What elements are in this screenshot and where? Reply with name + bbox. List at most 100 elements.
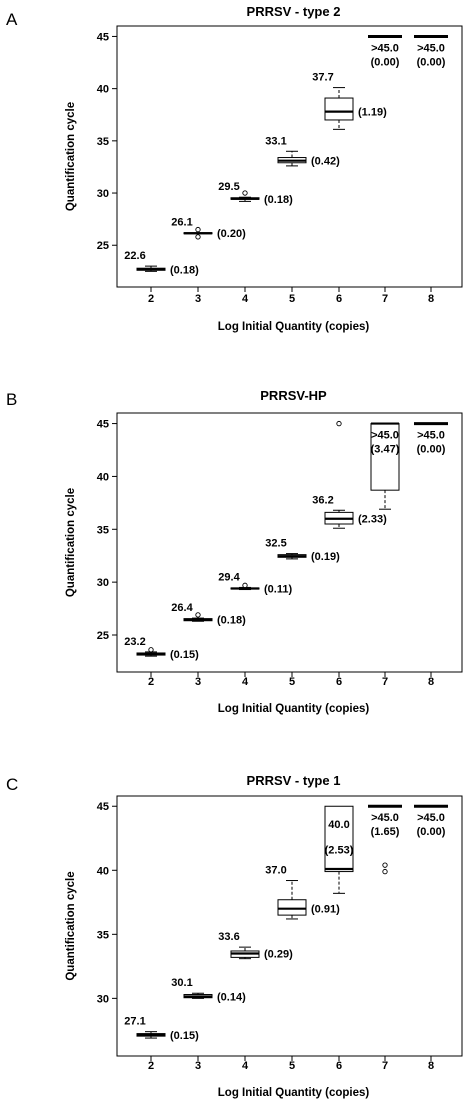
x-tick-label: 6	[336, 1060, 342, 1072]
box-2: 23.2 (0.15)	[124, 636, 199, 661]
sd-label: (0.18)	[264, 194, 293, 206]
mean-label: >45.0	[417, 812, 445, 824]
plot-frame	[116, 412, 463, 673]
y-tick-label: 35	[97, 929, 109, 941]
box-body	[370, 423, 400, 491]
y-tick-label: 25	[97, 630, 109, 642]
sd-label: (1.65)	[371, 826, 400, 838]
y-tick-label: 35	[97, 136, 109, 148]
x-tick-label: 4	[242, 676, 249, 688]
outlier-point	[242, 190, 248, 196]
plot-frame	[116, 795, 463, 1057]
sd-label: (0.18)	[170, 264, 199, 276]
y-tick-label: 40	[97, 865, 109, 877]
mean-label: 22.6	[124, 250, 145, 262]
outlier-point	[382, 862, 388, 868]
chart-title: PRRSV - type 2	[247, 4, 341, 19]
mean-label: 37.0	[265, 865, 286, 877]
box-2: 22.6 (0.18)	[124, 250, 199, 276]
mean-label: 32.5	[265, 538, 286, 550]
x-tick-label: 3	[195, 676, 201, 688]
panel-letter: B	[6, 390, 17, 409]
x-axis-label: Log Initial Quantity (copies)	[218, 703, 370, 715]
x-tick-label: 8	[428, 293, 434, 305]
sd-label: (0.14)	[217, 991, 246, 1003]
x-tick-label: 8	[428, 1060, 434, 1072]
box-body	[324, 97, 354, 121]
box-body	[277, 899, 307, 916]
sd-label: (0.29)	[264, 949, 293, 961]
outlier-point	[195, 612, 201, 618]
box-5: 33.1 (0.42)	[265, 135, 340, 167]
sd-label: (2.53)	[325, 845, 354, 857]
box-3: 26.1 (0.20)	[171, 217, 246, 241]
sd-label: (0.42)	[311, 156, 340, 168]
sd-label: (0.00)	[417, 56, 446, 68]
y-axis-label: Quantification cycle	[65, 871, 77, 980]
mean-label: 40.0	[328, 819, 349, 831]
outlier-point	[242, 582, 248, 588]
x-tick-label: 2	[148, 676, 154, 688]
mean-label: 33.6	[218, 931, 239, 943]
box-6: 36.2 (2.33)	[312, 420, 387, 529]
panel-letter: C	[6, 775, 18, 794]
y-tick-label: 30	[97, 993, 109, 1005]
mean-label: >45.0	[371, 430, 399, 442]
x-tick-label: 5	[289, 676, 295, 688]
box-4: 33.6 (0.29)	[218, 931, 293, 960]
x-tick-label: 8	[428, 676, 434, 688]
x-tick-label: 7	[382, 293, 388, 305]
box-8: >45.0 (0.00)	[414, 804, 448, 838]
outlier-point	[148, 647, 154, 653]
sd-label: (3.47)	[371, 444, 400, 456]
mean-label: 29.5	[218, 181, 239, 193]
sd-label: (0.91)	[311, 904, 340, 916]
x-tick-label: 7	[382, 676, 388, 688]
chart-title: PRRSV - type 1	[247, 773, 341, 788]
box-6: 37.7 (1.19)	[312, 72, 387, 130]
sd-label: (0.00)	[371, 56, 400, 68]
y-tick-label: 45	[97, 419, 109, 431]
box-8: >45.0 (0.00)	[414, 422, 448, 456]
box-4: 29.4 (0.11)	[218, 571, 292, 595]
x-tick-label: 2	[148, 1060, 154, 1072]
plot-frame	[116, 25, 463, 288]
sd-label: (0.19)	[311, 551, 340, 563]
y-tick-label: 40	[97, 471, 109, 483]
sd-label: (0.15)	[170, 649, 199, 661]
mean-label: 23.2	[124, 636, 145, 648]
mean-label: >45.0	[371, 42, 399, 54]
x-tick-label: 7	[382, 1060, 388, 1072]
x-tick-label: 6	[336, 676, 342, 688]
panel-letter: A	[6, 10, 18, 29]
y-tick-label: 30	[97, 577, 109, 589]
sd-label: (0.18)	[217, 615, 246, 627]
box-8: >45.0 (0.00)	[414, 34, 448, 68]
outlier-point	[195, 226, 201, 233]
box-7: >45.0 (0.00)	[368, 34, 402, 68]
box-4: 29.5 (0.18)	[218, 181, 293, 206]
x-tick-label: 4	[242, 1060, 249, 1072]
outlier-point	[382, 868, 388, 875]
x-tick-label: 3	[195, 1060, 201, 1072]
mean-label: >45.0	[371, 812, 399, 824]
y-tick-label: 45	[97, 801, 109, 813]
sd-label: (0.00)	[417, 826, 446, 838]
sd-label: (2.33)	[358, 514, 387, 526]
box-5: 32.5 (0.19)	[265, 538, 340, 564]
mean-label: 27.1	[124, 1016, 145, 1028]
box-6: 40.0 (2.53)	[324, 805, 354, 894]
x-tick-label: 4	[242, 293, 249, 305]
x-tick-label: 2	[148, 293, 154, 305]
mean-label: >45.0	[417, 42, 445, 54]
box-2: 27.1 (0.15)	[124, 1016, 199, 1042]
chart-title: PRRSV-HP	[260, 388, 327, 403]
outlier-point	[195, 234, 201, 240]
mean-label: 37.7	[312, 72, 333, 84]
box-3: 30.1 (0.14)	[171, 977, 246, 1003]
y-tick-label: 45	[97, 31, 109, 43]
y-tick-label: 25	[97, 240, 109, 252]
